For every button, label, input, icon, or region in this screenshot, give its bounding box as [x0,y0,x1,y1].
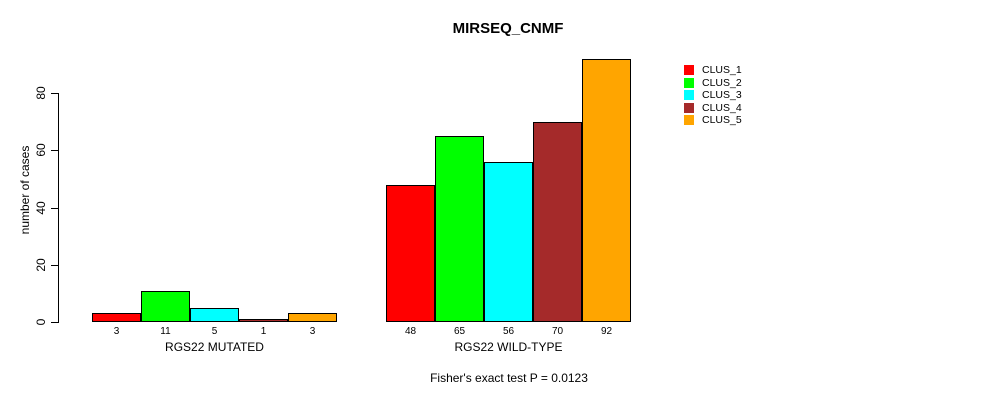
bar-clus_5 [288,313,337,322]
y-axis-tick-label: 80 [34,86,48,100]
legend-label: CLUS_5 [702,114,742,127]
legend-swatch [684,77,694,88]
y-axis-title: number of cases [18,145,32,235]
legend-item: CLUS_2 [684,77,742,90]
y-axis-tick [51,150,58,152]
bar-clus_1 [386,184,435,322]
legend-item: CLUS_4 [684,102,742,115]
legend-item: CLUS_3 [684,89,742,102]
bar-clus_2 [435,135,484,322]
legend-item: CLUS_5 [684,114,742,127]
legend-swatch [684,65,694,76]
bar-value-label: 70 [551,326,564,337]
y-axis-tick-label: 40 [34,200,48,215]
bar-value-label: 3 [309,326,316,337]
legend-swatch [684,90,694,101]
bar-value-label: 92 [600,326,613,337]
bar-clus_1 [92,313,141,322]
legend-label: CLUS_2 [702,76,742,89]
bar-clus_5 [582,58,631,322]
legend-label: CLUS_3 [702,89,742,102]
y-axis-tick-label: 0 [34,318,48,326]
y-axis-tick-label: 60 [34,143,48,157]
bar-clus_4 [239,319,288,322]
bar-clus_3 [484,161,533,322]
bar-clus_4 [533,121,582,322]
legend-label: CLUS_4 [702,101,742,114]
legend: CLUS_1 CLUS_2 CLUS_3 CLUS_4 CLUS_5 [684,64,742,127]
y-axis-tick [51,264,58,266]
bar-clus_3 [190,307,239,322]
bar-value-label: 5 [211,326,218,337]
bar-value-label: 11 [160,326,171,337]
x-axis-group-label: RGS22 WILD-TYPE [454,340,563,354]
y-axis-tick-label: 20 [34,258,48,272]
chart-title: MIRSEQ_CNMF [452,20,564,37]
bar-value-label: 65 [453,326,466,337]
legend-label: CLUS_1 [702,64,742,77]
y-axis-tick [51,93,58,94]
bar-value-label: 1 [260,326,267,337]
y-axis-tick [51,207,58,209]
y-axis-tick [51,322,58,323]
legend-swatch [684,102,694,113]
y-axis-line [58,93,59,323]
legend-swatch [684,115,694,126]
legend-item: CLUS_1 [684,64,742,77]
bar-value-label: 56 [502,326,515,337]
bar-value-label: 3 [113,326,120,337]
bar-value-label: 48 [404,326,417,337]
bar-clus_2 [141,290,190,322]
x-axis-group-label: RGS22 MUTATED [165,340,264,354]
caption: Fisher's exact test P = 0.0123 [430,371,588,385]
